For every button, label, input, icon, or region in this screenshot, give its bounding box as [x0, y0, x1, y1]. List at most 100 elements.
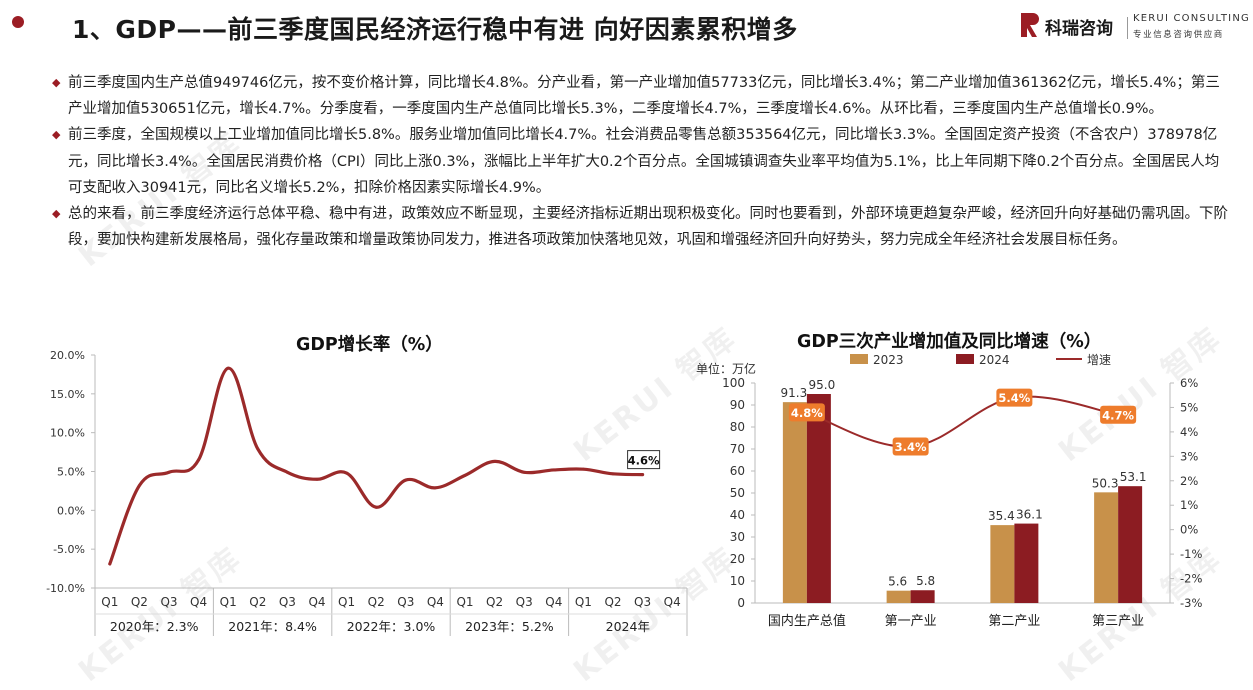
bar-value-label-2023: 35.4: [988, 509, 1015, 523]
year-group-label: 2021年：8.4%: [228, 619, 317, 634]
x-tick-label: Q1: [575, 595, 592, 609]
year-group-label: 2023年：5.2%: [465, 619, 554, 634]
growth-label-box: [1100, 405, 1137, 424]
y2-tick-label: 2%: [1180, 474, 1198, 488]
last-value-label: 4.6%: [628, 454, 660, 468]
x-tick-label: Q4: [545, 595, 562, 609]
y-tick-label: 60: [730, 464, 745, 478]
y-tick-label: -5.0%: [53, 543, 85, 556]
x-tick-label: Q2: [249, 595, 266, 609]
y-tick-label: 100: [722, 376, 745, 390]
y2-tick-label: -3%: [1180, 596, 1202, 610]
y-tick-label: 30: [730, 530, 745, 544]
x-category-label: 国内生产总值: [768, 613, 846, 629]
bar-value-label-2023: 91.3: [781, 386, 808, 400]
data-point: [108, 562, 112, 566]
gdp-growth-chart-title: GDP增长率（%）: [296, 335, 443, 355]
data-point: [434, 486, 437, 490]
y-tick-label: 80: [730, 420, 745, 434]
data-point: [552, 468, 556, 472]
logo-mark-icon: [1021, 13, 1039, 37]
y-tick-label: 10: [730, 574, 745, 588]
y2-tick-label: 3%: [1180, 449, 1198, 463]
y-tick-label: 20: [730, 552, 745, 566]
bar-2024: [1014, 523, 1039, 603]
logo-divider: [1127, 17, 1128, 39]
year-group-label: 2022年：3.0%: [347, 619, 436, 634]
summary-paragraph: ◆ 前三季度，全国规模以上工业增加值同比增长5.8%。服务业增加值同比增长4.7%…: [50, 122, 1230, 201]
data-point: [345, 471, 348, 475]
data-point: [641, 473, 644, 477]
bar-2024: [910, 590, 935, 603]
diamond-bullet-icon: ◆: [52, 76, 61, 89]
y-tick-label: 20.0%: [50, 349, 85, 362]
logo-tagline: 专业信息咨询供应商: [1133, 30, 1224, 40]
y2-tick-label: 5%: [1180, 400, 1198, 414]
y-tick-label: 5.0%: [57, 466, 85, 479]
x-tick-label: Q1: [456, 595, 473, 609]
y2-tick-label: 0%: [1180, 523, 1198, 537]
legend-label-growth: 增速: [1087, 353, 1111, 367]
y2-tick-label: 4%: [1180, 425, 1198, 439]
year-group-label: 2020年：2.3%: [110, 619, 199, 634]
growth-label-box: [788, 403, 825, 422]
growth-label: 3.4%: [895, 440, 927, 454]
y2-tick-label: -2%: [1180, 572, 1202, 586]
legend-label-2024: 2024: [979, 353, 1010, 367]
y-tick-label: 50: [730, 486, 745, 500]
growth-label: 4.8%: [791, 406, 823, 420]
y-tick-label: 10.0%: [50, 427, 85, 440]
growth-label-box: [892, 437, 929, 456]
bar-2024: [1118, 486, 1143, 603]
data-point: [493, 460, 496, 463]
page-title: 1、GDP——前三季度国民经济运行稳中有进 向好因素累积增多: [72, 15, 798, 44]
data-point: [582, 467, 585, 471]
x-category-label: 第二产业: [988, 614, 1040, 629]
x-tick-label: Q3: [279, 595, 296, 609]
paragraph-text: 前三季度，全国规模以上工业增加值同比增长5.8%。服务业增加值同比增长4.7%。…: [68, 127, 1220, 196]
x-category-label: 第三产业: [1092, 614, 1144, 629]
bar-value-label-2024: 95.0: [809, 378, 836, 392]
x-tick-label: Q4: [664, 595, 681, 609]
data-point: [374, 505, 378, 509]
logo-english-name: KERUI CONSULTING: [1133, 13, 1250, 24]
diamond-bullet-icon: ◆: [52, 128, 61, 142]
x-tick-label: Q1: [101, 595, 118, 609]
data-point: [463, 473, 467, 477]
data-point: [522, 470, 526, 474]
x-tick-label: Q3: [634, 595, 651, 609]
y-tick-label: 0.0%: [57, 504, 85, 517]
y-tick-label: 15.0%: [50, 388, 85, 401]
y-tick-label: 70: [730, 442, 745, 456]
y-tick-label: 40: [730, 508, 745, 522]
summary-text: ◆ 前三季度国内生产总值949746亿元，按不变价格计算，同比增长4.8%。分产业…: [50, 70, 1230, 253]
y2-tick-label: 6%: [1180, 376, 1198, 390]
logo-chinese-name: 科瑞咨询: [1045, 19, 1113, 39]
diamond-bullet-icon: ◆: [52, 207, 61, 221]
industry-chart-title: GDP三次产业增加值及同比增速（%）: [797, 332, 1102, 352]
bar-2023: [990, 525, 1015, 603]
paragraph-text: 总的来看，前三季度经济运行总体平稳、稳中有进，政策效应不断显现，主要经济指标近期…: [68, 206, 1228, 249]
x-tick-label: Q3: [160, 595, 177, 609]
x-tick-label: Q2: [486, 595, 503, 609]
bar-value-label-2023: 5.6: [888, 575, 907, 589]
last-value-label-box: [627, 450, 661, 470]
x-tick-label: Q4: [308, 595, 325, 609]
y2-tick-label: -1%: [1180, 547, 1202, 561]
legend-swatch-2024: [956, 354, 974, 364]
bar-2023: [782, 402, 807, 603]
bar-2023: [1094, 492, 1119, 603]
gdp-growth-series-line: [108, 366, 645, 566]
brand-logo: 科瑞咨询 KERUI CONSULTING 专业信息咨询供应商: [1021, 11, 1249, 45]
y-tick-label: -10.0%: [46, 582, 85, 595]
x-tick-label: Q4: [190, 595, 207, 609]
bar-value-label-2024: 5.8: [916, 574, 935, 588]
x-tick-label: Q2: [131, 595, 148, 609]
header: 1、GDP——前三季度国民经济运行稳中有进 向好因素累积增多 科瑞咨询 KERU…: [0, 0, 1253, 58]
legend-swatch-2023: [850, 354, 868, 364]
year-group-label: 2024年: [606, 619, 650, 634]
x-tick-label: Q2: [604, 595, 621, 609]
data-point: [197, 458, 201, 462]
x-tick-label: Q2: [368, 595, 385, 609]
